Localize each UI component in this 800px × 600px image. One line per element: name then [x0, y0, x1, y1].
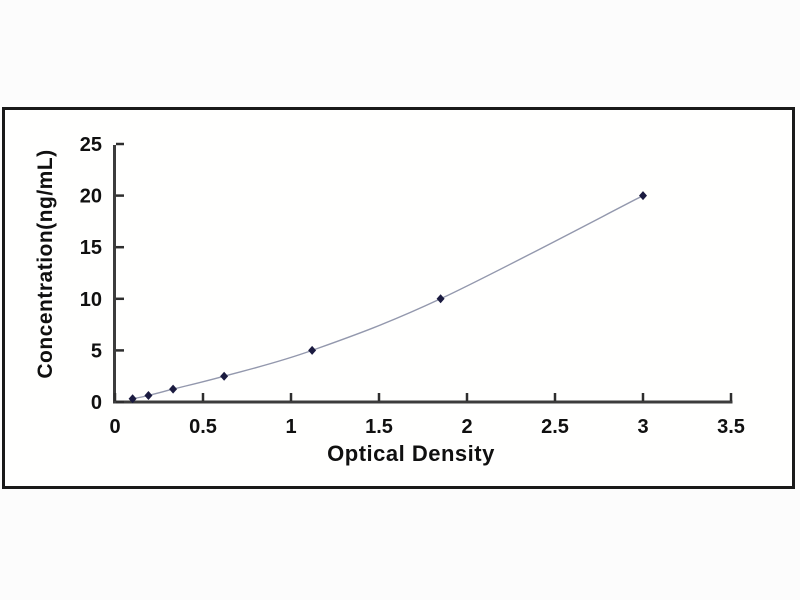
y-tick-label: 25 [80, 134, 102, 156]
data-point-marker [169, 384, 178, 394]
data-point-marker [128, 394, 137, 404]
x-tick-label: 3 [637, 416, 648, 438]
standard-curve-line [132, 194, 644, 400]
x-tick-label: 0.5 [189, 416, 217, 438]
x-axis-label: Optical Density [327, 441, 495, 466]
chart-frame [2, 107, 795, 489]
y-tick-label: 20 [80, 186, 102, 208]
data-point-marker [308, 345, 317, 355]
y-tick-label: 10 [80, 289, 102, 311]
data-point-marker [436, 294, 445, 304]
x-tick-label: 2.5 [541, 416, 569, 438]
y-tick-label: 0 [91, 392, 102, 414]
x-tick-label: 0 [109, 416, 120, 438]
x-tick-label: 3.5 [717, 416, 745, 438]
y-tick-label: 5 [91, 340, 102, 362]
x-tick-label: 1.5 [365, 416, 393, 438]
y-axis-label: Concentration(ng/mL) [34, 149, 57, 379]
y-tick-label: 15 [80, 237, 102, 259]
data-point-marker [220, 371, 229, 381]
x-tick-label: 1 [285, 416, 296, 438]
data-point-marker [144, 390, 153, 400]
data-point-marker [639, 191, 647, 201]
x-tick-label: 2 [461, 416, 472, 438]
